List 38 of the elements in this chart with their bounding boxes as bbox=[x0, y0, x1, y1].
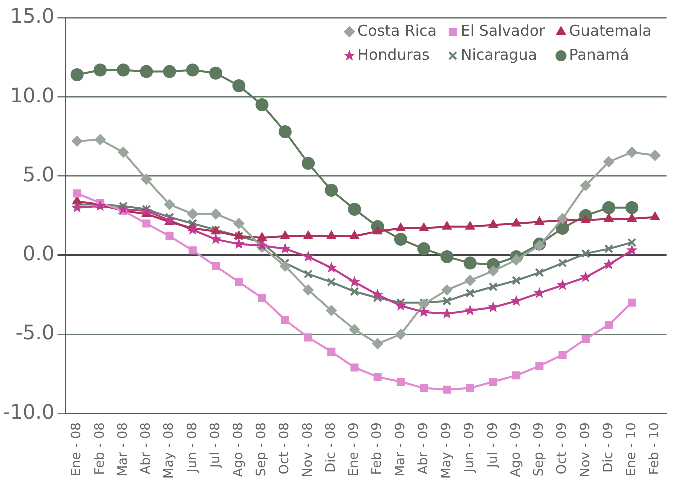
x-tick-label: Mar - 09 bbox=[393, 422, 408, 477]
x-tick-label: Jun - 08 bbox=[185, 422, 200, 474]
x-tick-label: Abr - 09 bbox=[416, 422, 432, 475]
x-tick-label: Jul - 08 bbox=[208, 422, 224, 469]
legend-label: Honduras bbox=[358, 46, 430, 64]
x-tick-label: Abr - 08 bbox=[139, 422, 154, 475]
x-tick-label: Jun - 09 bbox=[462, 422, 478, 474]
x-tick-label: Ago - 09 bbox=[508, 422, 524, 478]
x-tick-label: Sep - 08 bbox=[254, 422, 270, 477]
x-tick-label: Nov - 09 bbox=[578, 422, 594, 478]
x-tick-label: May - 08 bbox=[162, 422, 178, 479]
legend-label: Guatemala bbox=[569, 22, 652, 40]
x-tick-label: May - 09 bbox=[440, 422, 455, 479]
y-tick-label: -10.0 bbox=[3, 400, 55, 424]
y-tick-label: 15.0 bbox=[10, 4, 55, 28]
y-tick-label: 0.0 bbox=[22, 242, 55, 266]
x-tick-label: Feb - 08 bbox=[92, 422, 108, 476]
x-tick-label: Ene - 08 bbox=[70, 422, 85, 477]
legend-label: El Salvador bbox=[461, 22, 546, 40]
x-tick-label: Sep - 09 bbox=[532, 422, 548, 477]
legend-label: Panamá bbox=[569, 46, 630, 64]
y-tick-label: 10.0 bbox=[10, 83, 55, 108]
x-tick-label: Feb - 10 bbox=[648, 422, 663, 476]
legend-label: Nicaragua bbox=[461, 46, 538, 64]
y-tick-label: -5.0 bbox=[16, 320, 55, 345]
legend-label: Costa Rica bbox=[358, 22, 438, 40]
x-tick-label: Oct - 08 bbox=[278, 422, 293, 475]
x-tick-label: Mar - 08 bbox=[116, 422, 131, 477]
x-tick-label: Oct - 09 bbox=[555, 422, 570, 475]
x-tick-label: Dic - 09 bbox=[601, 422, 616, 473]
x-tick-label: Ago - 08 bbox=[232, 422, 247, 478]
x-tick-label: Ene - 10 bbox=[624, 422, 640, 477]
x-tick-label: Jul - 09 bbox=[486, 422, 501, 469]
x-tick-label: Nov - 08 bbox=[300, 422, 316, 478]
x-tick-label: Ene - 09 bbox=[347, 422, 362, 477]
x-tick-label: Feb - 09 bbox=[370, 422, 386, 476]
x-tick-label: Dic - 08 bbox=[324, 422, 339, 473]
y-tick-label: 5.0 bbox=[22, 162, 55, 186]
